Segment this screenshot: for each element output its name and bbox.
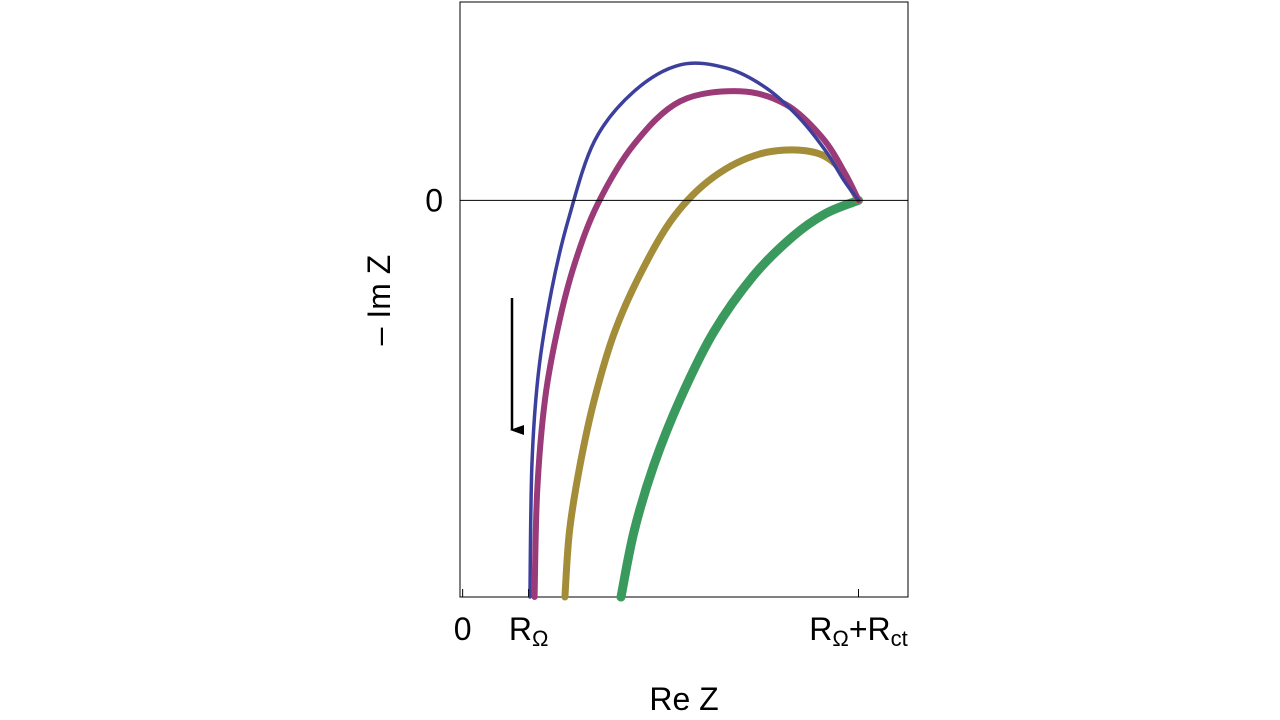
plot-frame [459, 1, 909, 598]
x-tick-label: RΩ+Rct [809, 611, 907, 651]
series-layer [528, 61, 864, 602]
x-axis-label: Re Z [649, 681, 718, 717]
x-tick-label: RΩ [509, 611, 549, 651]
series-line-1 [528, 61, 861, 599]
y-axis-label: – Im Z [361, 255, 397, 346]
series-line-4 [616, 195, 864, 602]
y-tick-label: 0 [425, 182, 443, 218]
series-line-3 [561, 146, 863, 601]
x-tick-label: 0 [454, 611, 472, 647]
series-line-2 [531, 88, 862, 600]
tick-layer: 0 RΩ RΩ+Rct 0 [425, 182, 908, 651]
